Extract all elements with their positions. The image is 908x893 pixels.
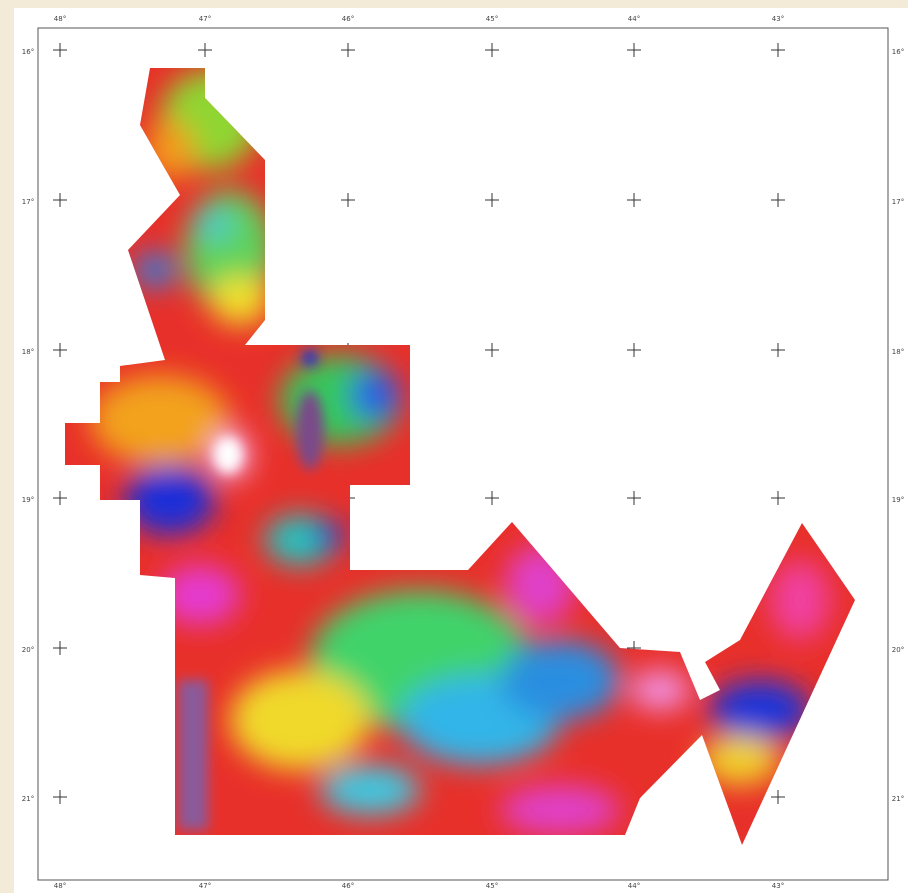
- coordinate-label: 21°: [22, 795, 34, 803]
- coordinate-label: 17°: [892, 198, 904, 206]
- coordinate-label: 19°: [22, 496, 34, 504]
- grid-cross: [341, 193, 355, 207]
- grid-cross: [627, 491, 641, 505]
- coordinate-labels: 48° 47° 46° 45° 44° 43° 48° 47° 46° 45° 44° 43° 16° 1…: [22, 15, 904, 890]
- grid-cross: [198, 43, 212, 57]
- grid-cross: [53, 43, 67, 57]
- grid-cross: [627, 343, 641, 357]
- coordinate-label: 47°: [199, 15, 211, 23]
- grid-cross: [771, 43, 785, 57]
- grid-cross: [53, 193, 67, 207]
- grid-cross: [485, 193, 499, 207]
- grid-cross: [53, 491, 67, 505]
- grid-cross: [771, 790, 785, 804]
- coordinate-label: 19°: [892, 496, 904, 504]
- grid-cross: [627, 193, 641, 207]
- coordinate-label: 16°: [892, 48, 904, 56]
- coordinate-label: 21°: [892, 795, 904, 803]
- coordinate-label: 48°: [54, 15, 66, 23]
- map-frame: [37, 27, 889, 881]
- coordinate-label: 43°: [772, 15, 784, 23]
- coordinate-label: 18°: [892, 348, 904, 356]
- grid-cross: [627, 43, 641, 57]
- grid-cross: [771, 343, 785, 357]
- coordinate-label: 46°: [342, 882, 354, 890]
- coordinate-label: 44°: [628, 15, 640, 23]
- grid-cross: [341, 43, 355, 57]
- coordinate-label: 45°: [486, 15, 498, 23]
- coordinate-label: 20°: [22, 646, 34, 654]
- grid-cross: [53, 790, 67, 804]
- coordinate-label: 48°: [54, 882, 66, 890]
- coordinate-label: 44°: [628, 882, 640, 890]
- grid-cross: [485, 43, 499, 57]
- grid-cross: [485, 491, 499, 505]
- coordinate-label: 47°: [199, 882, 211, 890]
- coordinate-label: 20°: [892, 646, 904, 654]
- coordinate-label: 43°: [772, 882, 784, 890]
- coordinate-label: 46°: [342, 15, 354, 23]
- coordinate-label: 45°: [486, 882, 498, 890]
- grid-cross: [771, 193, 785, 207]
- grid-cross: [53, 343, 67, 357]
- coordinate-label: 17°: [22, 198, 34, 206]
- grid-cross: [53, 641, 67, 655]
- coordinate-label: 18°: [22, 348, 34, 356]
- coordinate-label: 16°: [22, 48, 34, 56]
- grid-cross: [771, 491, 785, 505]
- grid-cross: [485, 343, 499, 357]
